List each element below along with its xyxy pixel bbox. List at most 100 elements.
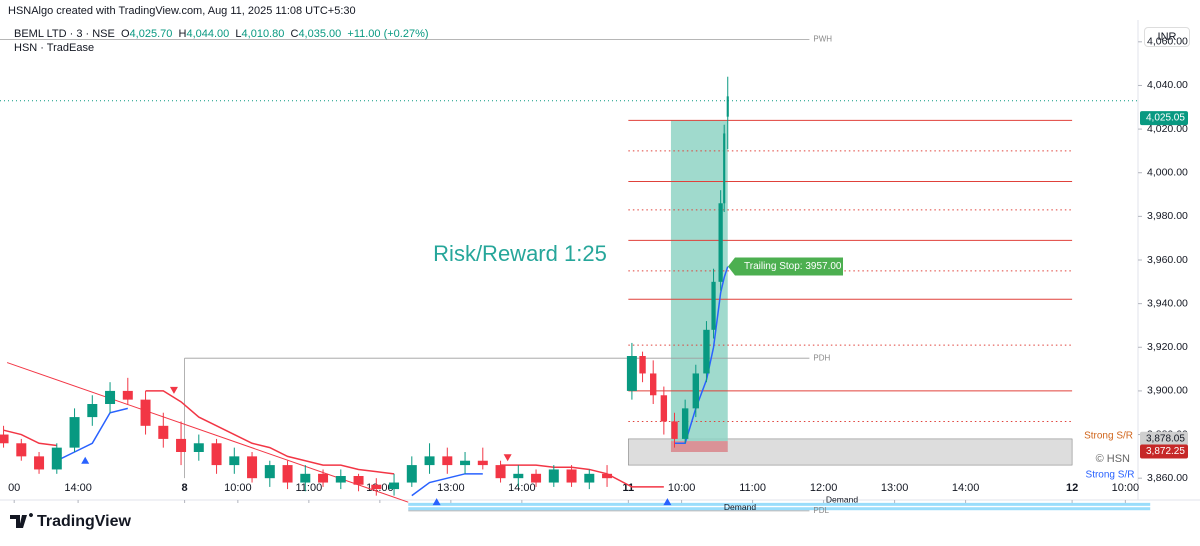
ohlc-label: H <box>178 28 187 40</box>
price-tag-label: 3,872.25 <box>1146 446 1185 457</box>
candle-body <box>140 399 151 426</box>
change: +11.00 (+0.27%) <box>347 28 429 40</box>
candle-body <box>424 456 435 466</box>
candle-body <box>389 482 400 490</box>
candle-body <box>16 443 27 457</box>
candle-body <box>650 373 657 396</box>
x-tick-label: 11:00 <box>295 482 322 494</box>
brand: TradingView <box>37 513 132 530</box>
sr-label: Strong S/R <box>1084 431 1133 442</box>
candle-body <box>584 473 595 483</box>
candle-body <box>0 434 9 444</box>
trail-line <box>3 429 57 447</box>
trail-line <box>56 407 128 462</box>
trailing-tag <box>728 257 843 276</box>
ohlc-label: L <box>235 28 242 40</box>
ohlc-value: 4,025.70 <box>129 28 173 40</box>
candle-body <box>229 456 240 466</box>
y-tick-label: 4,020.00 <box>1147 123 1188 135</box>
ohlc-value: 4,010.80 <box>241 28 285 40</box>
x-tick-label: 00 <box>8 482 20 494</box>
x-tick-label: 13:00 <box>881 482 909 494</box>
candle-body <box>158 425 169 439</box>
level-label: PDH <box>813 353 830 362</box>
candle-body <box>87 404 98 418</box>
candle-body <box>513 473 524 479</box>
y-tick-label: 3,940.00 <box>1147 297 1188 309</box>
candle-body <box>264 465 275 479</box>
candle-body <box>69 417 80 448</box>
candle-body <box>639 356 646 374</box>
price-tag <box>1140 111 1188 126</box>
legend: BEML LTD · 3 · NSE O4,025.70 H4,044.00 L… <box>14 28 429 40</box>
x-tick-label: 11:00 <box>739 482 766 494</box>
signal <box>81 456 90 464</box>
y-tick-label: 3,860.00 <box>1147 472 1188 484</box>
candle-body <box>300 473 311 483</box>
y-tick-label: 4,000.00 <box>1147 167 1188 179</box>
y-tick-label: 4,040.00 <box>1147 79 1188 91</box>
watermark: © HSN <box>1096 453 1130 465</box>
stop-zone <box>670 441 728 452</box>
candle-body <box>660 395 668 422</box>
candle-body <box>692 373 699 409</box>
y-tick-label: 4,060.00 <box>1147 36 1188 48</box>
candle-body <box>105 390 116 404</box>
x-tick-label: 11 <box>623 482 635 494</box>
reward-zone <box>670 120 728 442</box>
candle-body <box>495 465 506 479</box>
x-tick-label: 8 <box>182 482 188 494</box>
candle-body <box>531 473 542 483</box>
level-label: PDL <box>813 506 829 515</box>
signal <box>663 498 672 506</box>
x-tick-label: 10:00 <box>668 482 696 494</box>
candle-body <box>282 465 293 483</box>
candle-body <box>566 469 577 483</box>
x-tick-label: 10:00 <box>224 482 252 494</box>
demand-zone <box>408 507 1151 511</box>
price-tag <box>1140 444 1188 459</box>
level-label: PWH <box>813 35 832 44</box>
candle-body <box>602 473 613 479</box>
candle-body <box>723 133 726 204</box>
candle-body <box>353 476 364 485</box>
x-tick-label: 14:00 <box>952 482 980 494</box>
candle-body <box>718 203 723 282</box>
y-tick-label: 3,920.00 <box>1147 341 1188 353</box>
candle-body <box>34 456 45 470</box>
signal <box>432 498 441 506</box>
logo <box>10 513 33 528</box>
candle-body <box>122 390 133 400</box>
currency-button[interactable]: INR <box>1144 27 1190 47</box>
price-tag-label: 4,025.05 <box>1146 113 1185 124</box>
candle-body <box>406 465 417 483</box>
x-tick-label: 12:00 <box>810 482 838 494</box>
y-tick-label: 3,900.00 <box>1147 385 1188 397</box>
candle-body <box>193 443 204 452</box>
ohlc-value: 4,035.00 <box>298 28 342 40</box>
ohlc-label: O <box>120 28 130 40</box>
ohlc-value: 4,044.00 <box>186 28 230 40</box>
indicator-name: HSN · TradEase <box>14 42 95 54</box>
candle-body <box>335 476 346 483</box>
candle-body <box>626 356 637 391</box>
candle-body <box>703 329 710 374</box>
credit: HSNAlgo created with TradingView.com, Au… <box>8 5 356 17</box>
x-tick-label: 13:00 <box>437 482 465 494</box>
candle-body <box>460 460 471 466</box>
y-tick-label: 3,960.00 <box>1147 254 1188 266</box>
x-tick-label: 14:00 <box>508 482 536 494</box>
trail-line <box>411 473 483 497</box>
candle-body <box>318 473 329 483</box>
trailing-label: Trailing Stop: 3957.00 <box>744 261 842 272</box>
candle-body <box>211 443 222 466</box>
candle-body <box>371 484 382 490</box>
candle-body <box>726 96 729 117</box>
ohlc-label: C <box>290 28 299 40</box>
candle-body <box>671 421 678 439</box>
x-tick-label: 12 <box>1066 482 1078 494</box>
demand-zone <box>408 502 1151 506</box>
demand-label: Demand <box>826 495 858 505</box>
sr-zone-border <box>628 438 1073 466</box>
